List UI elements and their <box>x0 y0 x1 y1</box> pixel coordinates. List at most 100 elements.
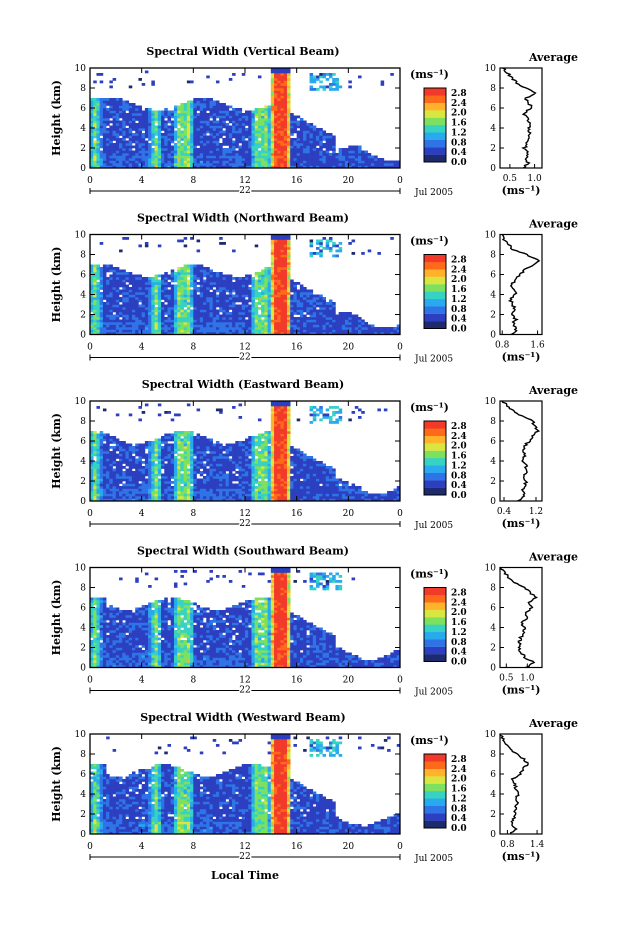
heatmap-cell <box>164 325 168 328</box>
heatmap-cell <box>106 270 110 273</box>
heatmap-cell <box>213 101 217 104</box>
heatmap-cell <box>93 161 97 164</box>
heatmap-cell <box>135 111 139 114</box>
heatmap-cell <box>197 101 201 104</box>
heatmap-cell <box>122 116 126 119</box>
heatmap-cell <box>323 325 327 328</box>
heatmap-cell <box>100 464 104 467</box>
average-profile: Average02468100.8 1.6(ms⁻¹) <box>485 218 579 364</box>
heatmap-cell <box>239 138 243 141</box>
heatmap-cell <box>180 317 184 320</box>
heatmap-cell <box>171 295 175 298</box>
heatmap-cell <box>155 300 159 303</box>
heatmap-cell <box>348 327 352 330</box>
heatmap-cell <box>306 317 310 320</box>
heatmap-cell <box>164 307 168 310</box>
heatmap-cell <box>203 143 207 146</box>
heatmap-cell <box>287 101 291 104</box>
heatmap-cell <box>113 158 117 161</box>
heatmap-cell <box>239 123 243 126</box>
heatmap-cell <box>119 474 123 477</box>
heatmap-cell <box>151 320 155 323</box>
heatmap-cell <box>284 131 288 134</box>
heatmap-cell <box>290 312 294 315</box>
heatmap-cell <box>193 113 197 116</box>
heatmap-cell <box>264 136 268 139</box>
heatmap-cell <box>171 128 175 131</box>
heatmap-cell <box>222 290 226 293</box>
heatmap-cell <box>171 312 175 315</box>
heatmap-cell <box>126 486 130 489</box>
heatmap-cell <box>229 138 233 141</box>
heatmap-cell <box>300 156 304 159</box>
heatmap-cell <box>148 307 152 310</box>
heatmap-cell <box>203 295 207 298</box>
heatmap-cell <box>184 479 188 482</box>
heatmap-cell <box>284 312 288 315</box>
heatmap-cell <box>180 439 184 442</box>
heatmap-cell <box>235 285 239 288</box>
heatmap-cell <box>335 88 339 91</box>
heatmap-cell <box>177 461 181 464</box>
heatmap-cell <box>219 158 223 161</box>
heatmap-cell <box>242 320 246 323</box>
heatmap-cell <box>168 275 172 278</box>
heatmap-cell <box>251 305 255 308</box>
heatmap-cell <box>158 136 162 139</box>
heatmap-cell <box>323 138 327 141</box>
heatmap-cell <box>103 136 107 139</box>
heatmap-cell <box>106 444 110 447</box>
heatmap-cell <box>164 300 168 303</box>
heatmap-cell <box>132 302 136 305</box>
heatmap-cell <box>284 101 288 104</box>
heatmap-cell <box>116 446 120 449</box>
heatmap-cell <box>209 297 213 300</box>
heatmap-cell <box>168 454 172 457</box>
heatmap-cell <box>277 297 281 300</box>
heatmap-cell <box>245 310 249 313</box>
heatmap-cell <box>345 151 349 154</box>
heatmap-cell <box>264 116 268 119</box>
heatmap-cell <box>132 491 136 494</box>
heatmap-cell <box>235 282 239 285</box>
heatmap-cell <box>197 322 201 325</box>
heatmap-cell <box>100 325 104 328</box>
heatmap-cell <box>222 292 226 295</box>
heatmap-cell <box>271 133 275 136</box>
heatmap-cell <box>235 113 239 116</box>
heatmap-cell <box>222 305 226 308</box>
heatmap-cell <box>116 305 120 308</box>
heatmap-cell <box>100 277 104 280</box>
heatmap-cell <box>239 325 243 328</box>
heatmap-cell <box>229 312 233 315</box>
heatmap-cell <box>342 163 346 166</box>
heatmap-cell <box>200 136 204 139</box>
heatmap-cell <box>135 290 139 293</box>
heatmap-cell <box>310 297 314 300</box>
heatmap-cell <box>313 133 317 136</box>
heatmap-cell <box>319 305 323 308</box>
heatmap-cell <box>113 310 117 313</box>
colorbar-swatch <box>424 110 446 118</box>
heatmap-cell <box>116 439 120 442</box>
heatmap-cell <box>100 300 104 303</box>
heatmap-cell <box>226 158 230 161</box>
heatmap-cell <box>271 297 275 300</box>
heatmap-cell <box>209 282 213 285</box>
heatmap-cell <box>106 295 110 298</box>
heatmap-cell <box>103 163 107 166</box>
heatmap-cell <box>138 133 142 136</box>
heatmap-cell <box>109 275 113 278</box>
heatmap-cell <box>168 148 172 151</box>
heatmap-cell <box>371 161 375 164</box>
heatmap-cell <box>116 310 120 313</box>
heatmap-cell <box>138 282 142 285</box>
heatmap-cell <box>155 322 159 325</box>
heatmap-cell <box>206 156 210 159</box>
heatmap-cell <box>323 153 327 156</box>
heatmap-cell <box>96 325 100 328</box>
heatmap-cell <box>271 310 275 313</box>
heatmap-cell <box>203 315 207 318</box>
heatmap-cell <box>242 305 246 308</box>
heatmap-cell <box>251 310 255 313</box>
